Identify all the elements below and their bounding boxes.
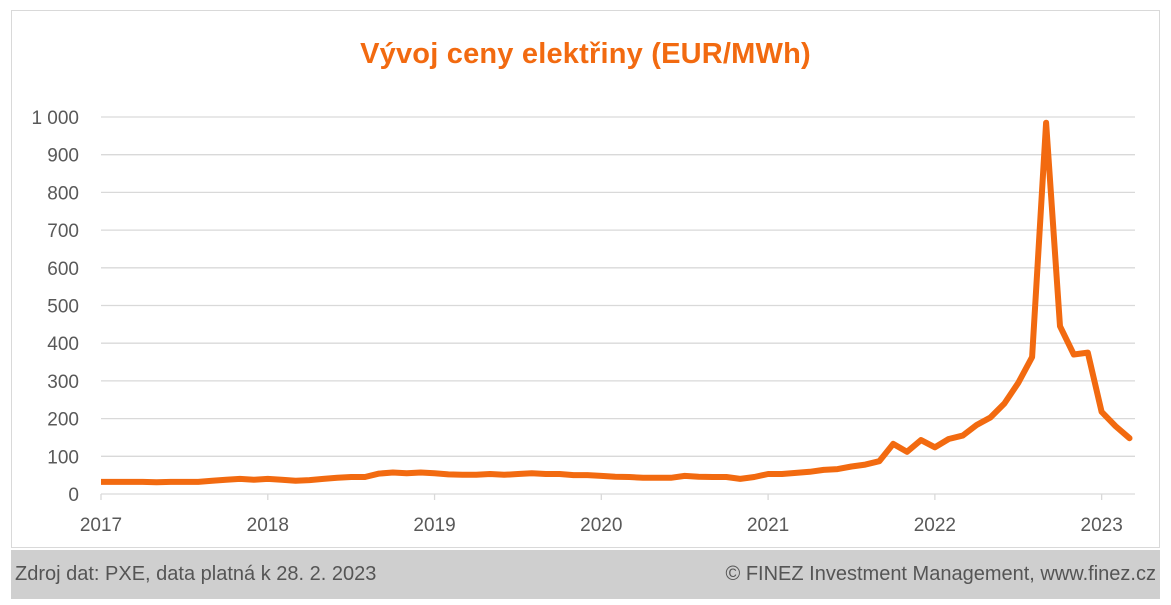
series-group	[101, 119, 1133, 486]
x-tick-label: 2018	[247, 515, 289, 536]
x-tick-label: 2020	[580, 515, 622, 536]
y-tick-label: 400	[47, 334, 79, 355]
y-tick-label: 800	[47, 183, 79, 204]
footer-bar: Zdroj dat: PXE, data platná k 28. 2. 202…	[11, 550, 1160, 599]
y-tick-label: 0	[68, 485, 79, 506]
x-axis-tick-labels: 2017 2018 2019 2020 2021 2022 2023	[80, 515, 1123, 536]
series-line	[101, 119, 1133, 486]
x-tick-label: 2022	[914, 515, 956, 536]
y-tick-label: 500	[47, 297, 79, 318]
y-tick-label: 700	[47, 221, 79, 242]
gridlines	[100, 116, 1135, 500]
x-tick-label: 2021	[747, 515, 789, 536]
footer-source-text: Zdroj dat: PXE, data platná k 28. 2. 202…	[15, 563, 377, 585]
y-axis-tick-labels: 0 100 200 300 400 500 600 700 800 900 1 000	[31, 108, 79, 506]
chart-title: Vývoj ceny elektřiny (EUR/MWh)	[360, 38, 811, 70]
y-tick-label: 200	[47, 410, 79, 431]
x-tick-label: 2017	[80, 515, 122, 536]
y-tick-label: 300	[47, 372, 79, 393]
y-tick-label: 1 000	[31, 108, 79, 129]
y-tick-label: 900	[47, 146, 79, 167]
x-tick-label: 2019	[413, 515, 455, 536]
x-tick-label: 2023	[1081, 515, 1123, 536]
footer-copyright-text: © FINEZ Investment Management, www.finez…	[725, 563, 1156, 585]
y-tick-label: 100	[47, 447, 79, 468]
chart-frame	[11, 10, 1160, 548]
y-tick-label: 600	[47, 259, 79, 280]
